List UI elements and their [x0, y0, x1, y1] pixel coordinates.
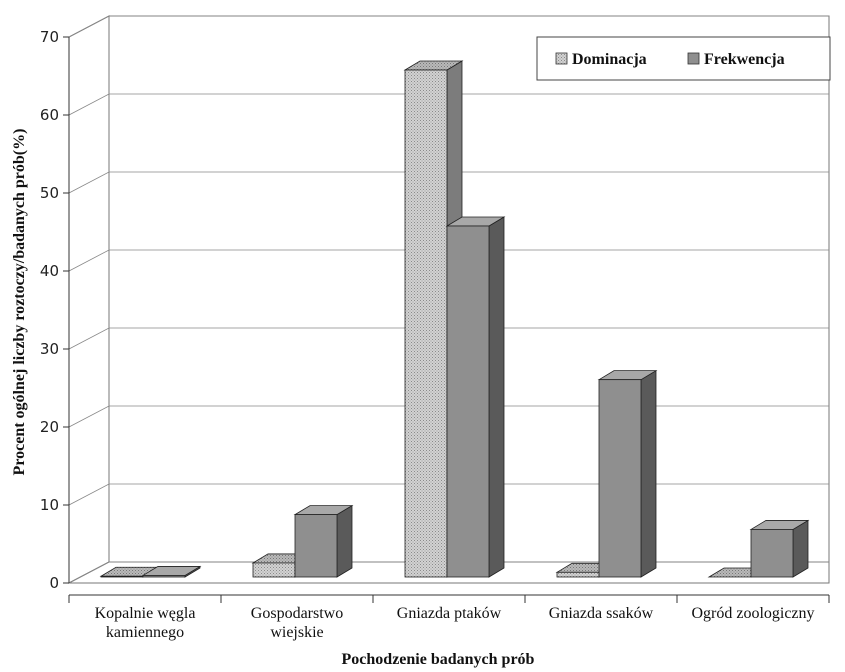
legend-swatch-dominacja	[555, 52, 568, 65]
side-wall	[68, 15, 110, 584]
x-axis-ticks: Kopalnie węgla kamiennego Gospodarstwo wiej…	[68, 594, 830, 641]
y-tick-label: 0	[49, 574, 59, 592]
y-tick-label: 60	[40, 106, 59, 124]
gridline	[68, 483, 829, 506]
bar-side	[640, 369, 657, 578]
y-tick-label: 50	[40, 184, 59, 202]
x-tick-label: Ogród zoologiczny	[691, 605, 814, 622]
y-axis-ticks: 0 10 20 30 40 50 60 70	[40, 28, 70, 592]
bar-front	[142, 575, 186, 578]
bar-front	[252, 562, 296, 578]
y-tick-label: 40	[40, 262, 59, 280]
bar-front	[556, 571, 600, 578]
gridline	[68, 249, 829, 272]
x-axis-title: Pochodzenie badanych prób	[342, 651, 535, 668]
y-tick-label: 30	[40, 340, 59, 358]
bar-side	[336, 504, 353, 578]
x-tick-label: Gniazda ptaków	[397, 605, 502, 622]
bars	[99, 60, 810, 578]
x-tick-label: Gniazda ssaków	[549, 605, 654, 622]
gridline	[68, 405, 829, 428]
gridline	[68, 93, 829, 116]
legend-box	[536, 36, 831, 81]
bar-front	[404, 69, 448, 578]
bar-front	[446, 225, 490, 578]
legend-label-dominacja: Dominacja	[572, 51, 647, 68]
bar-frekwencja-1	[293, 504, 354, 578]
legend: Dominacja Frekwencja	[536, 36, 831, 81]
bar-frekwencja-2	[445, 216, 506, 578]
bar-frekwencja-4	[749, 519, 810, 578]
bar-front	[750, 529, 794, 578]
x-tick-label: Gospodarstwo	[251, 605, 343, 622]
x-tick-label: kamiennego	[106, 624, 184, 641]
y-axis-title: Procent ogólnej liczby roztoczy/badanych…	[11, 129, 28, 476]
legend-swatch-frekwencja	[687, 52, 700, 65]
gridline	[68, 561, 829, 584]
gridline	[68, 327, 829, 350]
bar-side	[792, 519, 809, 578]
gridlines	[68, 15, 829, 584]
bar-front	[100, 575, 144, 578]
bar-front	[294, 514, 338, 578]
bar-front	[598, 379, 642, 578]
x-tick-label: wiejskie	[270, 624, 323, 641]
legend-label-frekwencja: Frekwencja	[704, 51, 785, 68]
y-tick-label: 10	[40, 496, 59, 514]
bar-frekwencja-3	[597, 369, 658, 578]
y-tick-label: 20	[40, 418, 59, 436]
gridline	[68, 171, 829, 194]
y-tick-label: 70	[40, 28, 59, 46]
gridline	[68, 15, 829, 38]
bar-frekwencja-0	[141, 565, 202, 578]
bar-side	[488, 216, 505, 578]
x-tick-label: Kopalnie węgla	[95, 605, 196, 622]
